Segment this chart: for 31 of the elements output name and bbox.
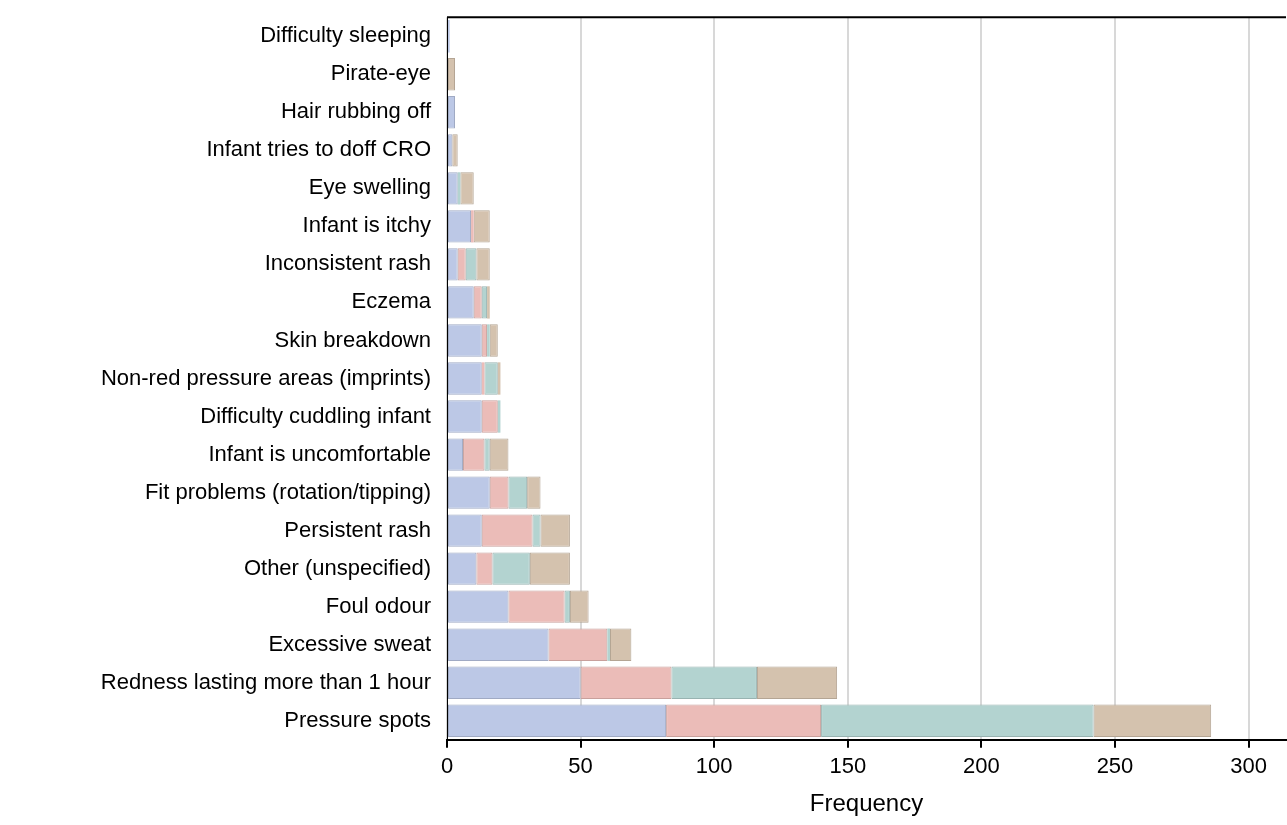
y-tick-label: Other (unspecified) <box>243 554 431 580</box>
y-tick-label: Infant tries to doff CRO <box>206 136 431 162</box>
y-tick-label: Hair rubbing off <box>280 98 432 124</box>
y-tick-label: Eye swelling <box>308 174 431 200</box>
y-tick-label: Difficulty sleeping <box>260 22 431 48</box>
x-axis-title: Frequency <box>809 789 924 817</box>
y-tick-label: Pressure spots <box>284 706 431 732</box>
y-tick-label: Infant is uncomfortable <box>208 440 431 466</box>
y-tick-label: Non-red pressure areas (imprints) <box>100 364 431 390</box>
y-tick-label: Difficulty cuddling infant <box>200 402 431 428</box>
y-tick-label: Eczema <box>351 288 432 314</box>
bar <box>487 324 490 357</box>
bar <box>487 286 490 319</box>
y-tick-label: Inconsistent rash <box>264 250 431 276</box>
y-tick-label: Pirate-eye <box>330 60 431 86</box>
y-tick-label: Fit problems (rotation/tipping) <box>144 478 431 504</box>
y-tick-label: Persistent rash <box>284 516 431 542</box>
bar <box>607 628 610 661</box>
x-tick-label: 250 <box>1096 753 1134 779</box>
x-tick-label: 300 <box>1230 753 1267 779</box>
y-tick-label: Skin breakdown <box>274 326 431 352</box>
y-tick-label: Foul odour <box>325 592 431 618</box>
bar <box>471 210 474 243</box>
x-tick-label: 0 <box>440 753 454 779</box>
x-tick-label: 200 <box>963 753 1000 779</box>
x-tick-label: 100 <box>695 753 733 779</box>
x-tick-label: 50 <box>568 753 593 779</box>
x-tick-label: 150 <box>829 753 867 779</box>
y-tick-label: Infant is itchy <box>302 212 431 238</box>
y-tick-label: Excessive sweat <box>268 630 431 656</box>
y-tick-label: Redness lasting more than 1 hour <box>100 668 431 694</box>
